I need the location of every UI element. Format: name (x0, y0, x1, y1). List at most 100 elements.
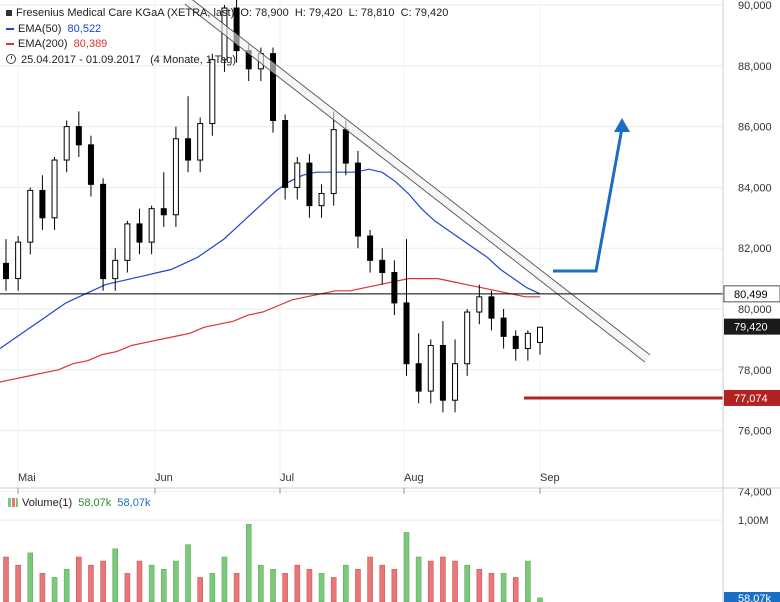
volume-bar (500, 573, 507, 602)
volume-bars-icon (8, 498, 18, 507)
time-axis: Mai Jun Jul Aug Sep (17, 472, 560, 494)
clock-icon (6, 53, 16, 64)
volume-bar (245, 523, 252, 602)
candle-body (464, 311, 471, 365)
line-icon (6, 10, 12, 17)
ema200-line (0, 278, 540, 383)
volume-bar (173, 560, 179, 602)
candle-body (197, 123, 204, 161)
candle-body (148, 208, 155, 243)
volume-bar (403, 532, 410, 602)
volume-bar (294, 564, 301, 602)
volume-bar (233, 573, 240, 602)
legend-ema50: EMA(50) 80,522 (6, 22, 448, 38)
volume-bar (415, 556, 422, 602)
volume-bar (63, 568, 70, 602)
candle-body (500, 317, 507, 337)
y-tick-label: 74,000 (738, 486, 772, 498)
candle-body (75, 126, 82, 146)
volume-bar (148, 564, 155, 602)
candlesticks (3, 0, 543, 413)
volume-bar (476, 568, 483, 602)
candle-body (124, 223, 131, 261)
volume-label: Volume(1) (22, 497, 73, 509)
volume-bar (39, 573, 46, 602)
volume-bar (76, 556, 82, 602)
candle-body (403, 302, 410, 365)
x-tick-label: Aug (404, 472, 424, 484)
candle-body (330, 129, 337, 194)
ema50-swatch-icon (6, 27, 14, 30)
x-tick-label: Mai (18, 472, 36, 484)
volume-bar (343, 564, 349, 602)
candle-body (51, 159, 58, 219)
volume-bar (488, 573, 495, 602)
support-price-label-box (724, 389, 780, 406)
candle-body (488, 296, 495, 319)
candle-body (439, 344, 446, 401)
legend-ema200: EMA(200) 80,389 (6, 37, 448, 53)
candle-body (136, 223, 143, 243)
candle-body (63, 126, 70, 161)
volume-legend: Volume(1) 58,07k 58,07k (8, 497, 150, 509)
date-range: 25.04.2017 - 01.09.2017 (21, 53, 141, 66)
volume-bar (440, 556, 446, 602)
volume-bar (160, 568, 167, 602)
y-tick-label: 88,000 (738, 61, 772, 73)
candle-body (160, 208, 167, 216)
candle-body (27, 189, 34, 243)
last-price-label: 79,420 (734, 322, 768, 334)
volume-bar (512, 577, 519, 602)
x-tick-label: Sep (540, 472, 560, 484)
arrow-path (553, 127, 624, 273)
volume-bar (318, 573, 325, 602)
volume-bar (185, 544, 191, 602)
ema50-line (0, 168, 541, 349)
volume-bar (124, 573, 131, 602)
y-tick-label: 84,000 (738, 182, 772, 194)
candle-body (415, 363, 422, 392)
volume-bar (15, 564, 21, 602)
candle-body (233, 7, 240, 52)
candle-body (282, 120, 289, 188)
candle-body (524, 332, 531, 350)
y-tick-label: 86,000 (738, 122, 772, 134)
volume-tick-label: 1,00M (738, 515, 769, 527)
volume-bar (209, 573, 216, 602)
volume-bar (330, 577, 337, 602)
candle-body (367, 235, 374, 261)
instrument-name: Fresenius Medical Care KGaA (XETRA, last… (16, 7, 235, 19)
volume-bar (282, 573, 288, 602)
volume-bars (3, 523, 543, 602)
y-tick-label: 82,000 (738, 243, 772, 255)
volume-bar (221, 556, 228, 602)
candle-body (537, 326, 543, 343)
volume-last-label: 58,07k (738, 593, 772, 602)
volume-bar (51, 577, 58, 602)
volume-value: 58,07k (78, 497, 112, 509)
x-tick-label: Jul (280, 472, 294, 484)
ema50-label: EMA(50) (18, 22, 62, 35)
candle-body (342, 129, 349, 164)
ema50-path (0, 168, 541, 349)
y-tick-label: 90,000 (738, 0, 772, 12)
candle-body (39, 189, 46, 219)
candle-body (294, 162, 301, 188)
volume-bar (100, 560, 106, 602)
y-tick-label: 78,000 (738, 365, 772, 377)
ema200-value: 80,389 (73, 38, 108, 50)
open-value: O: 78,900 (240, 7, 289, 19)
candle-body (270, 53, 276, 122)
candle-body (112, 259, 119, 280)
volume-bar (427, 560, 434, 602)
support-price-label: 77,074 (734, 393, 768, 405)
candle-body (318, 192, 325, 207)
candle-body (452, 363, 459, 401)
candle-body (15, 241, 22, 280)
ema200-swatch-icon (6, 43, 14, 46)
x-tick-label: Jun (155, 472, 173, 484)
ema50-value: 80,522 (67, 22, 102, 35)
volume-bar (197, 577, 203, 602)
chart-grid (0, 0, 723, 492)
